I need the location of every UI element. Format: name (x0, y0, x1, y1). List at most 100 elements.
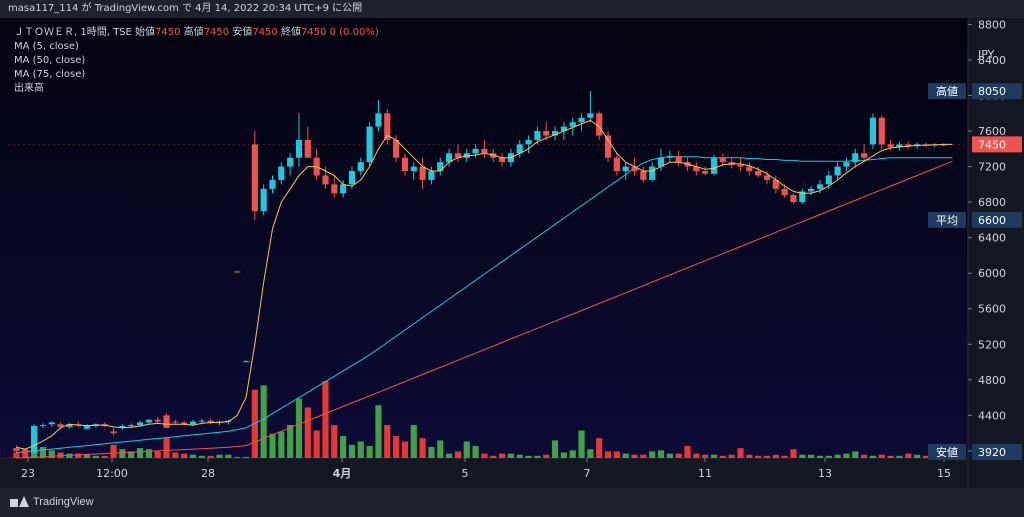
candle-body (622, 166, 629, 172)
volume-bar (896, 455, 903, 458)
volume-bar (516, 454, 523, 458)
volume-bar (348, 444, 356, 458)
volume-bar (834, 454, 841, 458)
candle-body (278, 166, 285, 180)
chart-area[interactable]: 4000440048005200560060006400680072007600… (0, 18, 1024, 488)
tradingview-logo[interactable]: TradingView (10, 496, 94, 508)
volume-bar (799, 454, 806, 458)
candle-body (861, 153, 868, 158)
candle-body (357, 162, 364, 172)
volume-bar (428, 447, 435, 458)
volume-bar (154, 451, 161, 458)
candle-body (710, 157, 718, 174)
candle-body (719, 157, 726, 163)
volume-bar (498, 453, 506, 458)
volume-bar (207, 455, 214, 458)
volume-bar (852, 451, 859, 458)
candle-body (304, 139, 311, 158)
ma5-line (16, 119, 953, 450)
candle-body (287, 157, 294, 167)
volume-bar (13, 452, 20, 458)
candle-body (30, 426, 38, 453)
axis-marker-label: 高値 (936, 84, 958, 98)
volume-bar (437, 440, 444, 458)
volume-bar (551, 440, 559, 458)
candle-body (384, 113, 391, 140)
axis-marker-label-bg (928, 444, 966, 460)
candle-body (172, 421, 179, 423)
candle-body (737, 164, 744, 167)
volume-bar (172, 452, 179, 458)
volume-bar (631, 454, 638, 458)
volume-bar (75, 453, 82, 458)
published-header: masa117_114 が TradingView.com で 4月 14, 2… (0, 0, 1024, 18)
tradingview-logo-icon (10, 496, 29, 508)
candle-body (242, 361, 250, 363)
axis-marker-value-bg (972, 444, 1022, 460)
y-tick-label: 8800 (978, 18, 1006, 31)
volume-bar (728, 454, 735, 458)
candle-body (234, 271, 241, 273)
candle-body (525, 139, 532, 145)
candle-body (649, 166, 656, 180)
candle-body (551, 131, 559, 136)
x-tick-label: 28 (201, 467, 215, 480)
candle-body (781, 188, 788, 196)
volume-bar (905, 453, 912, 458)
volume-bar (313, 430, 320, 458)
candle-body (516, 144, 523, 154)
volume-bar (763, 455, 771, 458)
volume-bar (666, 453, 673, 458)
y-tick-label: 4400 (978, 409, 1006, 422)
candle-body (128, 425, 135, 427)
candle-body (454, 153, 462, 158)
volume-legend[interactable]: 出来高 (14, 83, 44, 94)
ma5-legend[interactable]: MA (5, close) (14, 41, 79, 52)
price-chart[interactable]: 4000440048005200560060006400680072007600… (0, 18, 1024, 488)
x-tick-label: 23 (21, 467, 35, 480)
volume-bar (719, 455, 726, 458)
candle-body (896, 144, 903, 148)
volume-bar (675, 453, 682, 458)
y-tick-label: 6800 (978, 196, 1006, 209)
ma50-line (16, 156, 953, 454)
volume-bar (119, 449, 126, 458)
volume-bar (534, 455, 541, 458)
volume-bar (242, 456, 250, 458)
candle-body (825, 175, 832, 185)
axis-marker-label-bg (928, 211, 966, 228)
candle-body (472, 148, 479, 154)
volume-bar (861, 454, 868, 458)
change-value: 0 (0.00%) (329, 27, 379, 38)
volume-bar (401, 441, 409, 458)
volume-bar (57, 452, 64, 458)
tradingview-brand: TradingView (33, 496, 94, 508)
candle-body (560, 126, 567, 132)
candle-body (763, 175, 771, 180)
close-value: 7450 (300, 27, 327, 38)
axis-marker-value: 6600 (978, 214, 1006, 227)
candle-body (878, 117, 885, 145)
volume-bar (384, 425, 391, 458)
currency-label: JPY (978, 48, 995, 61)
volume-bar (649, 451, 656, 458)
candle-body (534, 131, 541, 140)
candle-body (816, 184, 824, 189)
volume-bar (189, 454, 197, 458)
candle-body (110, 431, 117, 434)
ma50-legend[interactable]: MA (50, close) (14, 55, 86, 66)
ma75-legend[interactable]: MA (75, close) (14, 69, 86, 80)
volume-bar (340, 436, 347, 458)
volume-bar (419, 438, 426, 458)
candle-body (631, 166, 638, 172)
ma75-line (16, 160, 953, 459)
candle-body (39, 425, 46, 427)
axis-marker-value: 3920 (978, 446, 1006, 459)
y-tick-label: 7600 (978, 125, 1006, 138)
x-tick-label: 12:00 (96, 467, 128, 480)
x-tick-label: 13 (818, 467, 832, 480)
volume-bar (604, 451, 612, 458)
candle-body (269, 179, 276, 189)
symbol-label[interactable]: ＪＴＯＷＥＲ, 1時間, TSE (14, 27, 132, 38)
volume-bar (693, 453, 700, 458)
